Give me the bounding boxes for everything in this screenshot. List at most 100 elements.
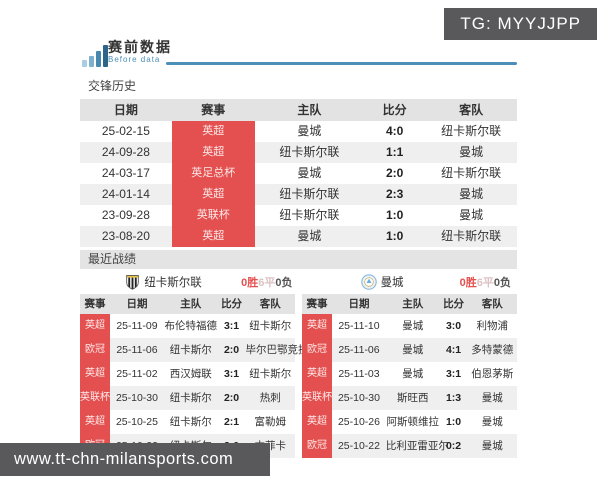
tg-badge: TG: MYYJJPP <box>444 8 597 40</box>
column-header: 比分 <box>221 298 243 310</box>
table-row: 欧冠 25-11-06 曼城 4:1 多特蒙德 <box>302 338 517 362</box>
cell-comp: 英联杯 <box>171 205 255 226</box>
record-draws: 6平 <box>476 276 494 289</box>
cell-score: 2:0 <box>385 166 404 180</box>
cell-date: 25-11-09 <box>116 320 158 332</box>
column-header: 客队 <box>259 298 281 310</box>
record-losses: 0负 <box>275 276 293 289</box>
cell-comp: 欧冠 <box>80 338 111 362</box>
section-title-h2h: 交锋历史 <box>88 79 137 93</box>
right-team-name: 曼城 <box>380 276 404 289</box>
logo-text: 赛前数据 Before data <box>108 40 517 64</box>
cell-score: 1:0 <box>385 208 404 222</box>
cell-comp: 欧冠 <box>302 434 333 458</box>
site-logo: 赛前数据 Before data <box>80 40 517 70</box>
cell-comp: 英超 <box>302 410 333 434</box>
cell-comp: 英超 <box>171 121 255 142</box>
table-row: 英超 25-11-02 西汉姆联 3:1 纽卡斯尔 <box>80 362 295 386</box>
cell-score: 2:0 <box>223 392 240 404</box>
cell-comp: 英足总杯 <box>171 163 255 184</box>
footer-url: www.tt-chn-milansports.com <box>0 443 270 476</box>
table-row: 英超 25-11-09 布伦特福德 3:1 纽卡斯尔 <box>80 314 295 338</box>
cell-date: 25-10-25 <box>115 416 158 428</box>
cell-date: 24-09-28 <box>101 145 150 159</box>
cell-away: 纽卡斯尔联 <box>441 229 502 243</box>
left-team-name: 纽卡斯尔联 <box>144 276 202 289</box>
cell-score: 1:0 <box>385 229 404 243</box>
mancity-crest-icon <box>360 273 377 290</box>
cell-home: 曼城 <box>297 166 322 180</box>
table-row: 23-08-20 英超 曼城 1:0 纽卡斯尔联 <box>80 226 517 247</box>
cell-score: 3:1 <box>223 368 240 380</box>
cell-comp: 英超 <box>302 362 333 386</box>
cell-score: 2:3 <box>385 187 404 201</box>
cell-home: 纽卡斯尔 <box>169 344 212 356</box>
cell-date: 25-11-06 <box>338 344 380 356</box>
table-row: 25-02-15 英超 曼城 4:0 纽卡斯尔联 <box>80 121 517 142</box>
table-row: 23-09-28 英联杯 纽卡斯尔联 1:0 曼城 <box>80 205 517 226</box>
cell-date: 25-10-22 <box>337 440 380 452</box>
cell-comp: 英联杯 <box>302 386 333 410</box>
table-header-row: 赛事 日期 主队 比分 客队 <box>80 294 295 314</box>
cell-comp: 英超 <box>80 314 111 338</box>
cell-score: 2:0 <box>223 344 240 356</box>
column-header: 日期 <box>113 103 138 117</box>
teams-row: 纽卡斯尔联 0胜6平0负 曼城 0胜6平0负 <box>80 269 517 294</box>
cell-score: 3:1 <box>223 320 240 332</box>
cell-away: 纽卡斯尔联 <box>441 166 502 180</box>
cell-date: 25-11-03 <box>338 368 380 380</box>
cell-date: 25-10-26 <box>337 416 380 428</box>
cell-home: 布伦特福德 <box>164 320 217 332</box>
table-row: 英联杯 25-10-30 斯旺西 1:3 曼城 <box>302 386 517 410</box>
table-row: 24-09-28 英超 纽卡斯尔联 1:1 曼城 <box>80 142 517 163</box>
column-header: 主队 <box>402 298 424 310</box>
column-header: 日期 <box>126 298 148 310</box>
cell-score: 3:0 <box>445 320 462 332</box>
cell-comp: 英超 <box>171 226 255 247</box>
cell-away: 曼城 <box>481 392 503 404</box>
bar-chart-icon <box>82 45 108 67</box>
cell-home: 曼城 <box>402 368 424 380</box>
column-header: 比分 <box>382 103 407 117</box>
right-team: 曼城 <box>305 273 460 290</box>
column-header: 赛事 <box>201 103 226 117</box>
column-header: 客队 <box>459 103 484 117</box>
left-team-header: 纽卡斯尔联 0胜6平0负 <box>80 274 299 290</box>
table-row: 24-03-17 英足总杯 曼城 2:0 纽卡斯尔联 <box>80 163 517 184</box>
right-recent-table: 赛事 日期 主队 比分 客队 英超 25-11-10 曼城 3:0 利物浦 欧冠 25-11-06 曼城… <box>302 294 517 458</box>
header-divider <box>166 62 517 65</box>
cell-home: 曼城 <box>297 229 322 243</box>
logo-title: 赛前数据 <box>108 39 172 55</box>
cell-comp: 英超 <box>80 362 111 386</box>
cell-date: 23-09-28 <box>101 208 150 222</box>
cell-score: 4:1 <box>445 344 462 356</box>
cell-away: 富勒姆 <box>254 416 287 428</box>
cell-score: 4:0 <box>385 124 404 138</box>
cell-comp: 英超 <box>171 184 255 205</box>
cell-away: 毕尔巴鄂竞技 <box>245 344 309 356</box>
cell-away: 伯恩茅斯 <box>471 368 514 380</box>
table-row: 欧冠 25-10-22 比利亚雷亚尔 0:2 曼城 <box>302 434 517 458</box>
cell-away: 纽卡斯尔联 <box>441 124 502 138</box>
record-draws: 6平 <box>258 276 276 289</box>
column-header: 赛事 <box>306 298 328 310</box>
newcastle-crest-icon <box>126 274 140 290</box>
table-row: 英超 25-10-26 阿斯顿维拉 1:0 曼城 <box>302 410 517 434</box>
cell-score: 3:1 <box>445 368 462 380</box>
right-team-header: 曼城 0胜6平0负 <box>299 273 518 290</box>
cell-date: 24-01-14 <box>101 187 150 201</box>
cell-away: 曼城 <box>459 145 484 159</box>
cell-comp: 英超 <box>80 410 111 434</box>
table-row: 欧冠 25-11-06 纽卡斯尔 2:0 毕尔巴鄂竞技 <box>80 338 309 362</box>
cell-score: 1:3 <box>445 392 462 404</box>
left-team-record: 0胜6平0负 <box>241 274 292 290</box>
recent-tables: 赛事 日期 主队 比分 客队 英超 25-11-09 布伦特福德 3:1 纽卡斯尔 欧冠 25-11-… <box>80 294 517 458</box>
cell-home: 纽卡斯尔联 <box>279 145 340 159</box>
table-row: 英超 25-11-03 曼城 3:1 伯恩茅斯 <box>302 362 517 386</box>
cell-date: 25-02-15 <box>101 124 150 138</box>
cell-date: 25-11-10 <box>338 320 380 332</box>
table-row: 英超 25-10-25 纽卡斯尔 2:1 富勒姆 <box>80 410 295 434</box>
cell-away: 曼城 <box>459 208 484 222</box>
left-team: 纽卡斯尔联 <box>86 274 241 290</box>
cell-home: 纽卡斯尔联 <box>279 208 340 222</box>
